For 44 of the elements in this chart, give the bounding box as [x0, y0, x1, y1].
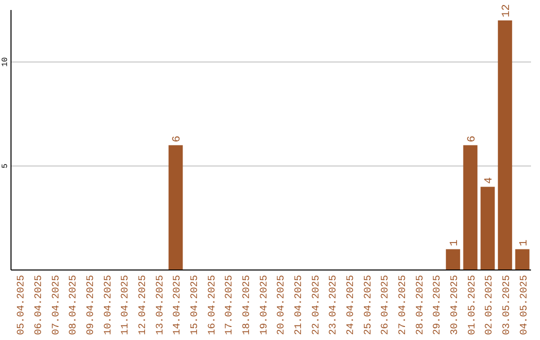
data-label: 4: [484, 176, 496, 184]
x-tick-label: 17.04.2025: [224, 275, 236, 336]
bar: [446, 249, 460, 270]
x-tick-label: 24.04.2025: [346, 275, 357, 336]
x-tick-label: 22.04.2025: [311, 275, 322, 336]
x-tick-label: 09.04.2025: [86, 275, 97, 336]
x-tick-label: 21.04.2025: [294, 275, 305, 336]
x-tick-label: 08.04.2025: [68, 275, 80, 336]
x-tick-label: 28.04.2025: [415, 275, 426, 336]
data-label: 1: [449, 239, 461, 246]
data-label: 6: [172, 136, 184, 142]
data-label: 6: [466, 136, 478, 142]
x-tick-label: 10.04.2025: [103, 275, 114, 336]
x-tick-label: 07.04.2025: [51, 275, 62, 336]
x-tick-label: 18.04.2025: [242, 275, 253, 336]
x-tick-label: 16.04.2025: [207, 275, 218, 336]
x-tick-label: 02.05.2025: [484, 275, 496, 336]
bar: [463, 145, 478, 270]
x-tick-label: 27.04.2025: [398, 275, 409, 336]
x-tick-label: 06.04.2025: [34, 275, 45, 336]
bar: [515, 249, 530, 270]
y-tick-label: 5: [1, 163, 10, 168]
bar: [480, 186, 495, 270]
x-tick-label: 11.04.2025: [120, 275, 132, 336]
x-tick-label: 12.04.2025: [138, 275, 149, 336]
x-tick-label: 04.05.2025: [519, 275, 530, 336]
x-tick-label: 20.04.2025: [276, 275, 288, 336]
x-tick-label: 03.05.2025: [502, 275, 513, 336]
y-tick-label: 10: [1, 57, 10, 67]
x-tick-label: 30.04.2025: [450, 275, 461, 336]
data-label: 1: [518, 239, 530, 246]
x-tick-label: 05.04.2025: [16, 275, 28, 336]
x-tick-label: 26.04.2025: [380, 275, 392, 336]
x-tick-label: 14.04.2025: [172, 275, 184, 336]
bar: [498, 20, 512, 270]
x-tick-label: 13.04.2025: [155, 275, 166, 336]
x-tick-label: 15.04.2025: [190, 275, 201, 336]
x-tick-label: 29.04.2025: [432, 275, 444, 336]
x-tick-label: 23.04.2025: [328, 275, 340, 336]
x-tick-label: 01.05.2025: [467, 275, 478, 336]
data-label: 12: [501, 4, 513, 18]
x-tick-label: 19.04.2025: [259, 275, 270, 336]
x-tick-label: 25.04.2025: [363, 275, 374, 336]
bar: [168, 145, 183, 270]
